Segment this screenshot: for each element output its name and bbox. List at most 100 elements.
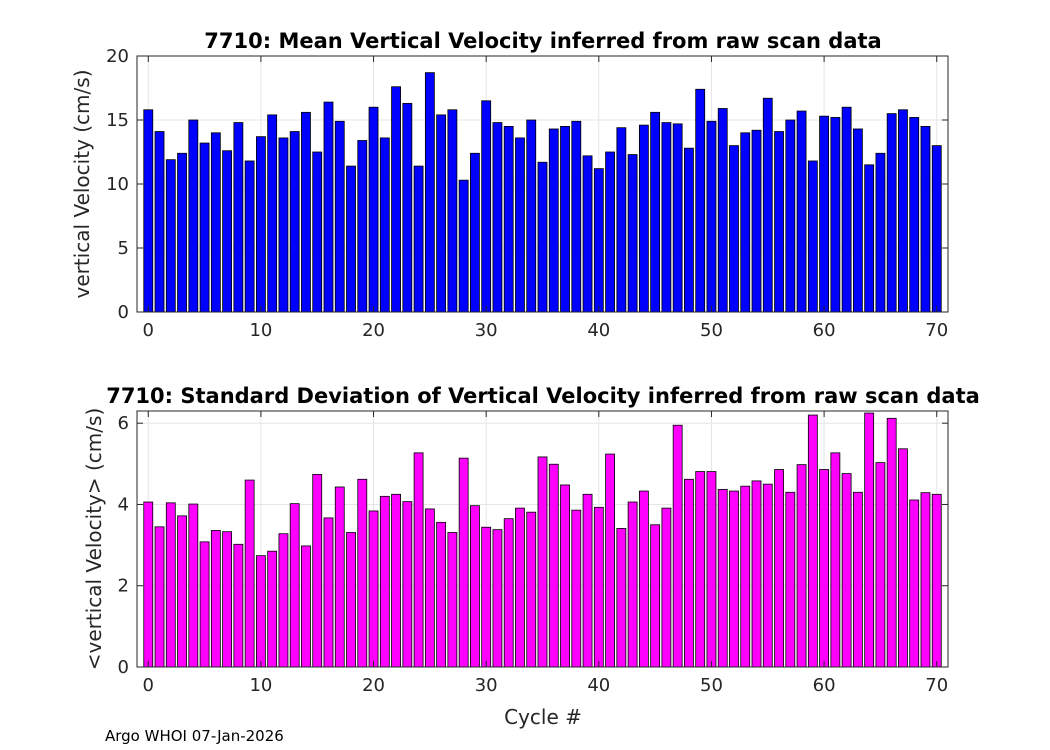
mean-velocity-bar-36 xyxy=(548,128,559,313)
mean-velocity-bar-10 xyxy=(255,136,266,313)
std-velocity-bar-20 xyxy=(368,510,379,668)
std-velocity-bar-39 xyxy=(582,493,593,668)
std-velocity-bar-2 xyxy=(165,502,176,668)
std-velocity-x-axis-label: Cycle # xyxy=(504,705,582,729)
std-velocity-x-tick-label-50: 50 xyxy=(700,675,723,696)
mean-velocity-bar-41 xyxy=(605,151,615,313)
mean-velocity-bar-21 xyxy=(379,137,390,313)
mean-velocity-bar-47 xyxy=(672,123,683,313)
std-velocity-bar-19 xyxy=(357,478,368,668)
mean-velocity-bar-45 xyxy=(650,111,661,313)
mean-velocity-bar-69 xyxy=(920,126,931,313)
std-velocity-title: 7710: Standard Deviation of Vertical Vel… xyxy=(106,384,980,408)
mean-velocity-bar-11 xyxy=(267,114,278,313)
std-velocity-bar-30 xyxy=(481,526,492,668)
mean-velocity-bar-7 xyxy=(222,150,233,313)
mean-velocity-bar-12 xyxy=(278,137,289,313)
mean-velocity-bar-70 xyxy=(931,145,942,313)
mean-velocity-bar-28 xyxy=(458,179,469,313)
mean-velocity-bar-59 xyxy=(807,160,818,313)
std-velocity-bar-44 xyxy=(638,490,649,668)
std-velocity-chart: 0 10 20 30 40 50 60 70 0 2 4 6 7710: Standard Devia… xyxy=(82,384,980,729)
mean-velocity-bar-68 xyxy=(909,117,920,313)
mean-velocity-bar-1 xyxy=(154,131,165,313)
mean-velocity-bar-24 xyxy=(413,165,424,313)
mean-velocity-bar-9 xyxy=(244,160,255,313)
std-velocity-bar-13 xyxy=(289,503,300,668)
mean-velocity-bar-26 xyxy=(436,114,447,313)
std-velocity-bar-0 xyxy=(143,501,154,668)
std-velocity-bar-32 xyxy=(503,518,514,668)
mean-velocity-bar-14 xyxy=(301,111,311,313)
mean-velocity-y-tick-label-10: 10 xyxy=(106,174,129,195)
std-velocity-bar-16 xyxy=(323,517,334,668)
std-velocity-bar-1 xyxy=(154,526,165,668)
footer-note: Argo WHOI 07-Jan-2026 xyxy=(105,727,284,745)
mean-velocity-bar-42 xyxy=(616,127,627,313)
std-velocity-bar-52 xyxy=(729,490,739,668)
mean-velocity-bar-25 xyxy=(424,72,435,313)
std-velocity-bar-66 xyxy=(886,417,897,668)
std-velocity-bar-51 xyxy=(717,489,728,668)
mean-velocity-bar-5 xyxy=(199,142,210,313)
mean-velocity-y-tick-label-15: 15 xyxy=(106,110,129,131)
std-velocity-bar-61 xyxy=(830,452,841,668)
std-velocity-bar-33 xyxy=(515,507,525,668)
mean-velocity-bar-39 xyxy=(582,155,593,313)
std-velocity-bar-63 xyxy=(852,491,863,668)
mean-velocity-bar-46 xyxy=(661,122,672,313)
mean-velocity-x-tick-label-10: 10 xyxy=(249,320,272,341)
std-velocity-bar-62 xyxy=(841,473,852,668)
std-velocity-bar-69 xyxy=(920,492,931,668)
mean-velocity-bar-40 xyxy=(593,168,604,313)
mean-velocity-bar-53 xyxy=(740,132,751,313)
std-velocity-bar-41 xyxy=(605,453,615,668)
std-velocity-bar-21 xyxy=(379,495,390,668)
mean-velocity-bar-4 xyxy=(188,119,199,313)
mean-velocity-bar-6 xyxy=(210,132,221,313)
std-velocity-bar-12 xyxy=(278,533,289,668)
std-velocity-bar-14 xyxy=(301,545,311,668)
std-velocity-bar-34 xyxy=(526,511,537,668)
mean-velocity-bar-52 xyxy=(729,145,739,313)
mean-velocity-x-tick-label-60: 60 xyxy=(813,320,836,341)
std-velocity-bar-59 xyxy=(807,414,818,668)
mean-velocity-bar-67 xyxy=(898,109,908,313)
std-velocity-bar-28 xyxy=(458,457,469,668)
mean-velocity-x-tick-label-0: 0 xyxy=(143,320,154,341)
std-velocity-y-tick-label-2: 2 xyxy=(118,576,129,597)
std-velocity-bar-37 xyxy=(560,484,570,668)
std-velocity-bar-17 xyxy=(334,486,345,668)
std-velocity-bar-46 xyxy=(661,507,672,668)
mean-velocity-bar-38 xyxy=(571,120,582,313)
std-velocity-bar-27 xyxy=(447,532,458,668)
std-velocity-bar-7 xyxy=(222,531,233,668)
std-velocity-bar-53 xyxy=(740,485,751,668)
std-velocity-bar-42 xyxy=(616,528,627,668)
mean-velocity-bar-60 xyxy=(819,115,830,313)
std-velocity-bar-55 xyxy=(762,483,773,668)
mean-velocity-bar-8 xyxy=(233,122,244,313)
std-velocity-bar-10 xyxy=(255,555,266,668)
mean-velocity-x-tick-label-70: 70 xyxy=(925,320,948,341)
mean-velocity-bar-20 xyxy=(368,106,379,313)
mean-velocity-bar-54 xyxy=(751,129,762,313)
std-velocity-bar-25 xyxy=(424,508,435,668)
mean-velocity-bar-29 xyxy=(470,152,480,313)
mean-velocity-x-tick-label-30: 30 xyxy=(475,320,498,341)
mean-velocity-bar-58 xyxy=(796,110,807,313)
std-velocity-bar-9 xyxy=(244,479,255,668)
std-velocity-x-tick-label-20: 20 xyxy=(362,675,385,696)
std-velocity-bar-68 xyxy=(909,499,920,668)
std-velocity-y-tick-label-6: 6 xyxy=(118,413,129,434)
std-velocity-bar-24 xyxy=(413,452,424,668)
std-velocity-bar-36 xyxy=(548,463,559,668)
std-velocity-bar-8 xyxy=(233,543,244,668)
mean-velocity-bar-56 xyxy=(774,131,784,313)
mean-velocity-chart: 0 10 20 30 40 50 60 70 0 5 10 15 20 7710: Mean Verti… xyxy=(70,29,949,341)
std-velocity-x-tick-label-40: 40 xyxy=(587,675,610,696)
mean-velocity-bar-34 xyxy=(526,119,537,313)
mean-velocity-bar-37 xyxy=(560,126,570,313)
std-velocity-bar-70 xyxy=(931,493,942,668)
